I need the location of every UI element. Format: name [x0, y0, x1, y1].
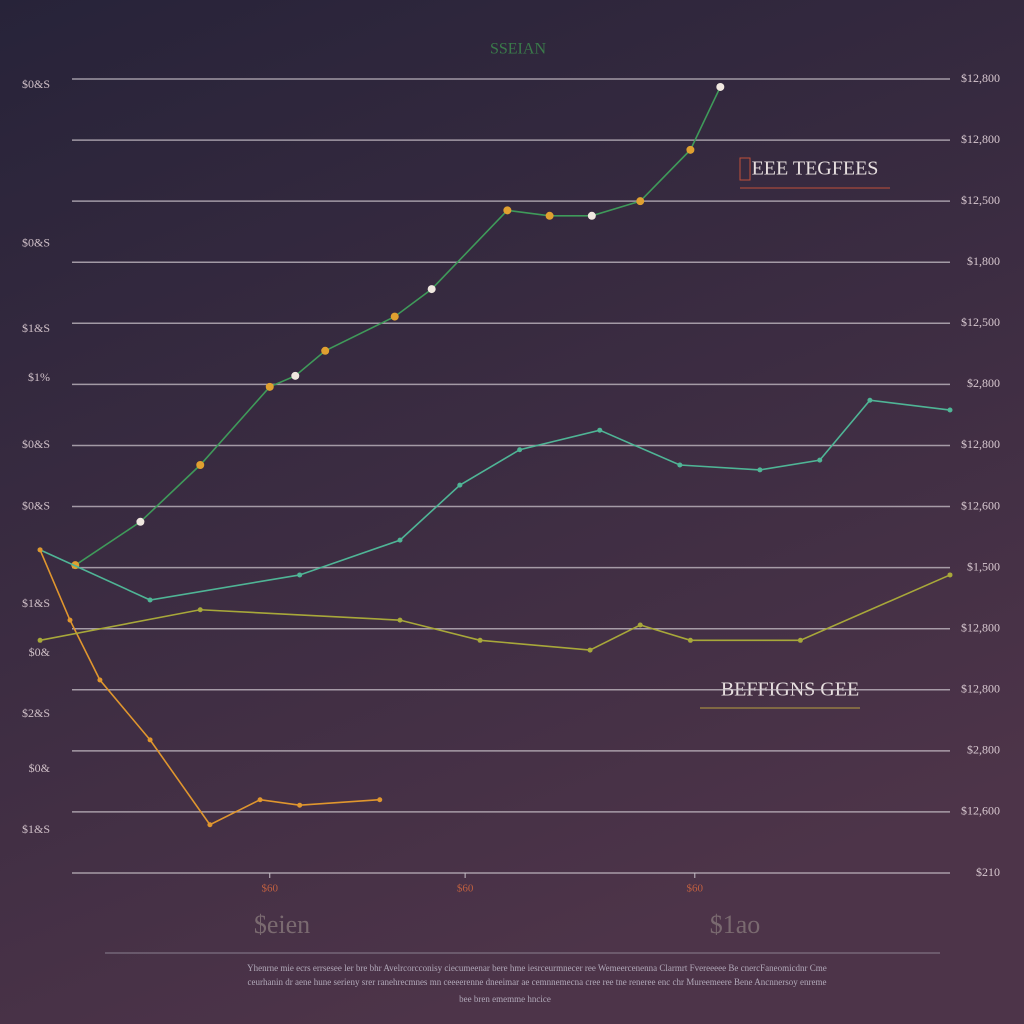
- series-line: [39, 399, 951, 601]
- data-point: [947, 407, 953, 413]
- data-point: [457, 482, 463, 488]
- y-tick-label: $2&S: [22, 706, 50, 720]
- data-point: [427, 285, 436, 294]
- y2-tick-label: $1,500: [967, 559, 1000, 573]
- y2-tick-label: $12,800: [961, 620, 1000, 634]
- y-tick-label: $1&S: [22, 596, 50, 610]
- y2-tick-label: $12,600: [961, 804, 1000, 818]
- y2-tick-label: $12,800: [961, 132, 1000, 146]
- data-point: [37, 547, 43, 553]
- data-point: [291, 371, 300, 380]
- data-point: [587, 211, 596, 220]
- data-point: [587, 647, 593, 653]
- data-point: [817, 457, 823, 463]
- data-point: [397, 537, 403, 543]
- data-point: [297, 572, 303, 578]
- data-point: [636, 197, 645, 206]
- footer-text: ceurhanin dr aene hune serieny srer rane…: [248, 977, 827, 987]
- y-tick-label: $1%: [28, 370, 50, 384]
- y2-tick-label: $2,800: [967, 743, 1000, 757]
- data-point: [321, 346, 330, 355]
- data-point: [503, 206, 512, 215]
- data-point: [637, 622, 643, 628]
- data-point: [147, 597, 153, 603]
- chart-title: SSEIAN: [490, 41, 546, 58]
- x-tick-label: $60: [687, 883, 704, 895]
- data-point: [196, 461, 205, 470]
- data-point: [67, 617, 73, 623]
- data-point: [477, 637, 483, 643]
- y-tick-label: $0&: [29, 645, 51, 659]
- annotation: EEE TEGFEES: [752, 158, 879, 180]
- data-point: [377, 797, 383, 803]
- data-point: [545, 211, 554, 220]
- y2-tick-label: $1,800: [967, 254, 1000, 268]
- data-point: [757, 467, 763, 473]
- data-point: [265, 382, 274, 391]
- data-point: [297, 802, 303, 808]
- data-point: [597, 427, 603, 433]
- data-point: [716, 82, 725, 91]
- data-point: [390, 312, 399, 321]
- data-point: [136, 517, 145, 526]
- data-point: [797, 637, 803, 643]
- y-tick-label: $0&S: [22, 437, 50, 451]
- y-tick-label: $0&: [29, 761, 51, 775]
- data-point: [37, 637, 43, 643]
- y2-tick-label: $210: [976, 865, 1000, 879]
- series-line: [74, 86, 722, 566]
- footer-text: Yhenrne mie ecrs errsesee ler bre bhr Av…: [247, 963, 827, 973]
- annotation-icon: [739, 157, 751, 181]
- data-point: [147, 737, 153, 743]
- y2-tick-label: $12,800: [961, 682, 1000, 696]
- y-tick-label: $0&S: [22, 498, 50, 512]
- y2-tick-label: $12,800: [961, 71, 1000, 85]
- data-point: [207, 822, 213, 828]
- data-point: [97, 677, 103, 683]
- y2-tick-label: $12,800: [961, 437, 1000, 451]
- bottom-label: $eien: [254, 910, 310, 939]
- data-point: [686, 145, 695, 154]
- bottom-label: $1ao: [710, 910, 761, 939]
- data-point: [197, 607, 203, 613]
- y-tick-label: $1&S: [22, 321, 50, 335]
- y2-tick-label: $12,500: [961, 193, 1000, 207]
- data-point: [947, 572, 953, 578]
- data-point: [687, 637, 693, 643]
- data-point: [257, 797, 263, 803]
- y2-tick-label: $12,500: [961, 315, 1000, 329]
- data-point: [517, 447, 523, 453]
- footer-text: bee bren ememme hncice: [459, 994, 551, 1004]
- y-tick-label: $0&S: [22, 77, 50, 91]
- x-tick-label: $60: [457, 883, 474, 895]
- x-tick-label: $60: [262, 883, 279, 895]
- y-tick-label: $0&S: [22, 236, 50, 250]
- y2-tick-label: $12,600: [961, 498, 1000, 512]
- data-point: [677, 462, 683, 468]
- y-tick-label: $1&S: [22, 822, 50, 836]
- series-line: [39, 549, 380, 826]
- data-point: [397, 617, 403, 623]
- y2-tick-label: $2,800: [967, 376, 1000, 390]
- data-point: [867, 397, 873, 403]
